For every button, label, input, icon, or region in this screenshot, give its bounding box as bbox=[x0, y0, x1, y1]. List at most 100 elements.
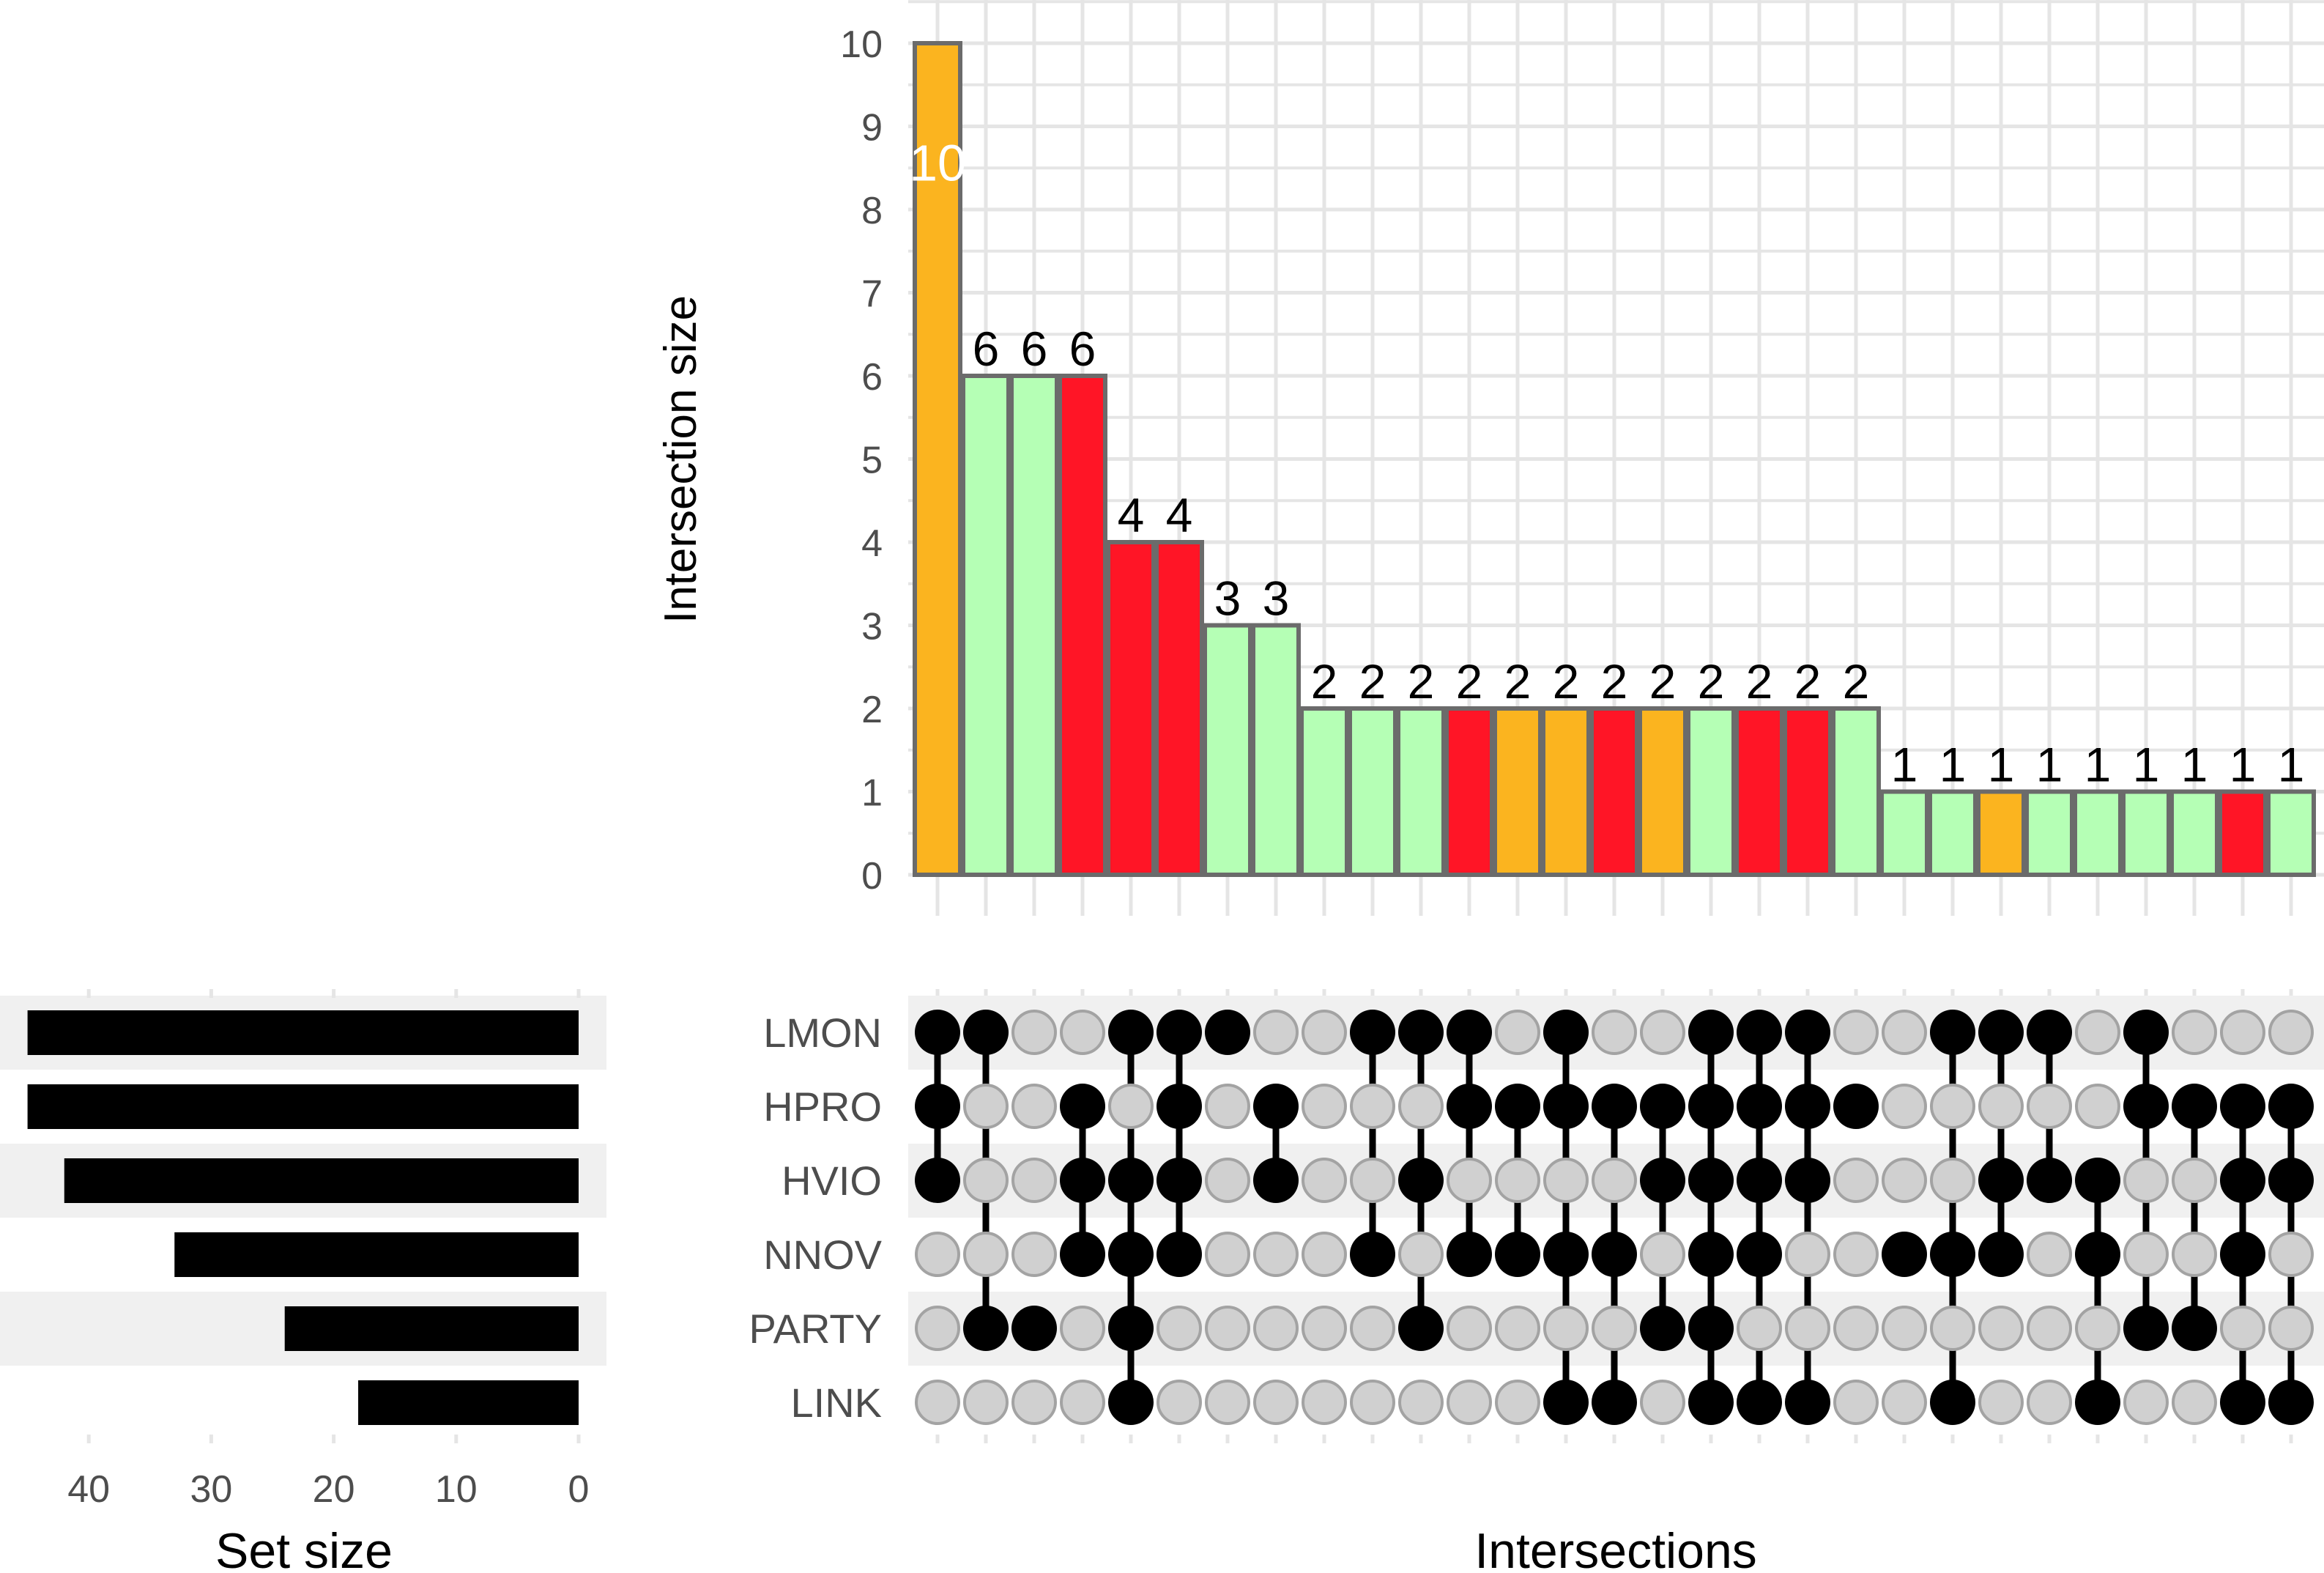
matrix-dot-active bbox=[1543, 1084, 1589, 1129]
matrix-dot-inactive bbox=[1205, 1306, 1250, 1351]
matrix-dot-active bbox=[1060, 1232, 1105, 1277]
matrix-dot-active bbox=[2123, 1084, 2169, 1129]
matrix-dot-inactive bbox=[1157, 1380, 1202, 1425]
matrix-dot-active bbox=[1688, 1084, 1734, 1129]
matrix-dot-active bbox=[1688, 1232, 1734, 1277]
matrix-dot-active bbox=[1688, 1158, 1734, 1203]
matrix-dot-inactive bbox=[1398, 1380, 1444, 1425]
matrix-dot-active bbox=[1157, 1084, 1202, 1129]
bar-value-label: 2 bbox=[1553, 654, 1580, 708]
matrix-dot-inactive bbox=[1253, 1306, 1299, 1351]
matrix-dot-active bbox=[1157, 1232, 1202, 1277]
matrix-dot-inactive bbox=[1882, 1380, 1927, 1425]
matrix-dot-active bbox=[2075, 1380, 2120, 1425]
set-label: HPRO bbox=[763, 1084, 882, 1130]
y-tick-label: 6 bbox=[861, 356, 883, 399]
y-tick-label: 9 bbox=[861, 107, 883, 149]
intersection-y-ticks: 0 1 2 3 4 5 6 7 8 9 10 bbox=[840, 23, 883, 897]
bar-value-label: 6 bbox=[973, 322, 1000, 376]
intersection-bar bbox=[1976, 789, 2026, 877]
y-tick-label: 1 bbox=[861, 772, 883, 815]
matrix-dot-active bbox=[2075, 1158, 2120, 1203]
intersection-bar bbox=[1928, 789, 1978, 877]
matrix-dot-inactive bbox=[1350, 1306, 1395, 1351]
y-tick-label: 10 bbox=[840, 23, 883, 66]
matrix-dot-inactive bbox=[1543, 1158, 1589, 1203]
intersection-bar bbox=[1734, 706, 1784, 877]
intersection-bar bbox=[1299, 706, 1349, 877]
set-size-bar bbox=[358, 1380, 579, 1425]
bar-value-label: 6 bbox=[1069, 322, 1096, 376]
matrix-dot-inactive bbox=[915, 1232, 960, 1277]
matrix-dot-inactive bbox=[1978, 1380, 2024, 1425]
matrix-dot-inactive bbox=[1302, 1232, 1347, 1277]
matrix-dot-active bbox=[1108, 1306, 1154, 1351]
set-size-bar bbox=[284, 1306, 579, 1351]
matrix-dot-inactive bbox=[1253, 1380, 1299, 1425]
matrix-dot-inactive bbox=[2027, 1306, 2072, 1351]
intersection-bar bbox=[2169, 789, 2219, 877]
bar-value-label: 2 bbox=[1794, 654, 1822, 708]
intersection-bar bbox=[1396, 706, 1446, 877]
set-size-bar bbox=[174, 1232, 579, 1277]
matrix-dot-inactive bbox=[1398, 1084, 1444, 1129]
matrix-dot-active bbox=[1447, 1232, 1492, 1277]
intersection-bar bbox=[1058, 374, 1107, 877]
matrix-dot-active bbox=[1011, 1306, 1057, 1351]
matrix-dot-active bbox=[1785, 1158, 1830, 1203]
y-tick-label: 3 bbox=[861, 606, 883, 648]
intersection-bar bbox=[1154, 540, 1204, 877]
matrix-dot-active bbox=[1108, 1380, 1154, 1425]
intersection-bar bbox=[1251, 623, 1301, 877]
matrix-dot-active bbox=[1495, 1232, 1540, 1277]
bar-value-label: 1 bbox=[1988, 738, 2015, 792]
matrix-dot-active bbox=[1640, 1158, 1685, 1203]
matrix-dot-active bbox=[1688, 1380, 1734, 1425]
matrix-dot-inactive bbox=[1350, 1158, 1395, 1203]
matrix-dot-active bbox=[1447, 1084, 1492, 1129]
matrix-dot-inactive bbox=[1978, 1084, 2024, 1129]
matrix-dot-inactive bbox=[2268, 1232, 2314, 1277]
intersection-bar bbox=[2266, 789, 2316, 877]
y-tick-label: 5 bbox=[861, 440, 883, 482]
matrix-dot-active bbox=[1785, 1010, 1830, 1055]
matrix-dot-active bbox=[2220, 1380, 2265, 1425]
set-label: HVIO bbox=[782, 1158, 882, 1204]
matrix-dot-inactive bbox=[2220, 1010, 2265, 1055]
y-tick-label: 8 bbox=[861, 190, 883, 232]
matrix-dot-active bbox=[1253, 1158, 1299, 1203]
bar-value-label: 1 bbox=[2278, 738, 2305, 792]
matrix-dot-inactive bbox=[1785, 1306, 1830, 1351]
matrix-dot-inactive bbox=[1833, 1010, 1879, 1055]
matrix-dot-inactive bbox=[2075, 1010, 2120, 1055]
matrix-dot-inactive bbox=[2268, 1306, 2314, 1351]
set-size-bar bbox=[27, 1084, 579, 1129]
matrix-dot-active bbox=[1592, 1232, 1637, 1277]
matrix-dot-active bbox=[1737, 1010, 1782, 1055]
matrix-dot-inactive bbox=[1495, 1158, 1540, 1203]
matrix-dot-inactive bbox=[1785, 1232, 1830, 1277]
set-axis-tick-label: 40 bbox=[67, 1468, 110, 1511]
set-size-x-label: Set size bbox=[215, 1523, 393, 1573]
set-size-bar bbox=[27, 1010, 579, 1055]
matrix-dot-active bbox=[1060, 1158, 1105, 1203]
matrix-dot-inactive bbox=[2123, 1380, 2169, 1425]
y-tick-label: 2 bbox=[861, 689, 883, 731]
matrix-dot-active bbox=[2268, 1158, 2314, 1203]
matrix-dot-active bbox=[1157, 1158, 1202, 1203]
matrix-dot-active bbox=[2075, 1232, 2120, 1277]
set-label: LINK bbox=[791, 1380, 883, 1426]
matrix-dot-active bbox=[1978, 1010, 2024, 1055]
intersections-x-label: Intersections bbox=[1474, 1523, 1757, 1573]
matrix-dot-inactive bbox=[2172, 1158, 2217, 1203]
matrix-dot-inactive bbox=[1011, 1158, 1057, 1203]
intersection-bar bbox=[1493, 706, 1542, 877]
intersection-bar bbox=[1203, 623, 1252, 877]
matrix-dot-active bbox=[1785, 1084, 1830, 1129]
intersection-bar bbox=[1686, 706, 1736, 877]
bar-value-label: 2 bbox=[1843, 654, 1870, 708]
intersection-bar bbox=[1444, 706, 1494, 877]
matrix-dot-inactive bbox=[1833, 1158, 1879, 1203]
bar-value-label: 1 bbox=[1939, 738, 1967, 792]
matrix-dot-inactive bbox=[1930, 1084, 1975, 1129]
